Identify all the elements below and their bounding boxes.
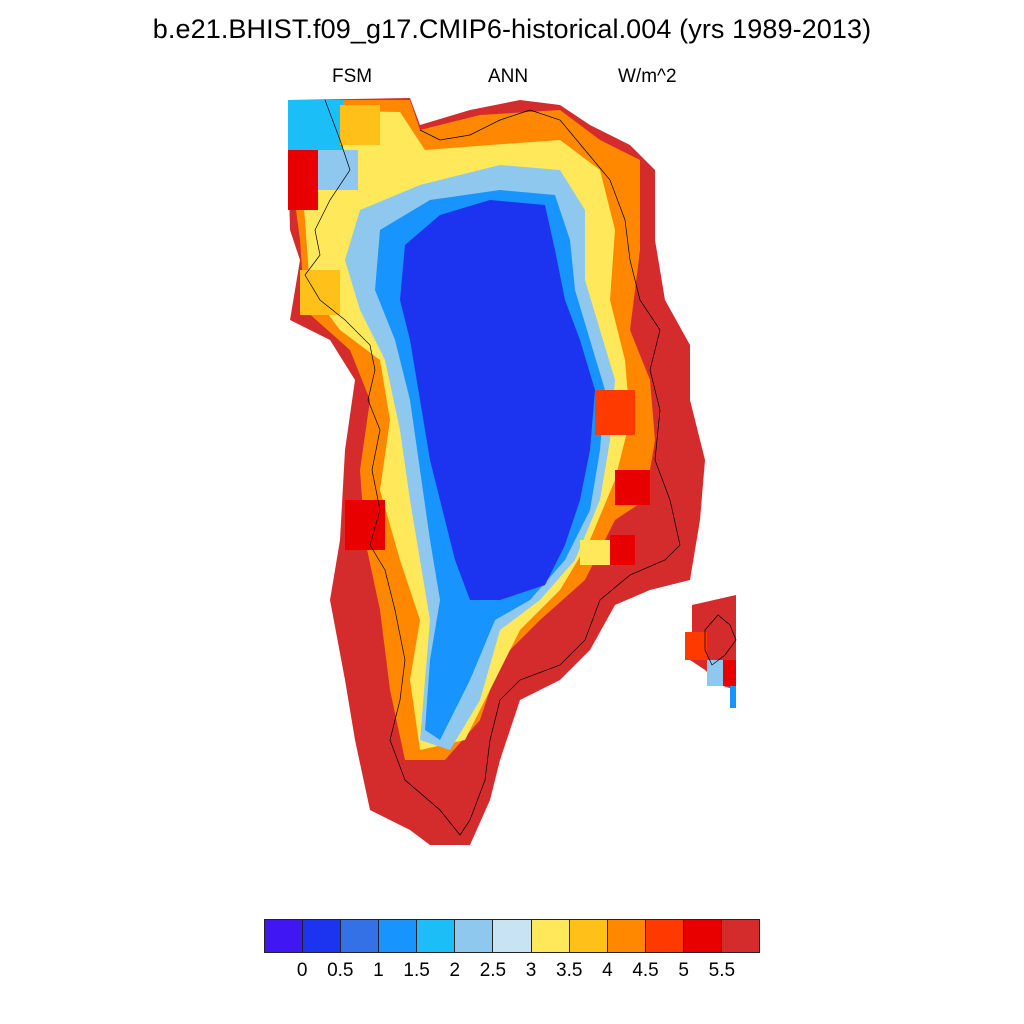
colorbar-tick-label: 2: [449, 960, 461, 981]
iceland-fragment: [685, 595, 736, 708]
colorbar-tick-label: 1.5: [403, 960, 430, 981]
colorbar-tick-label: 0: [296, 960, 308, 981]
season-label: ANN: [488, 66, 529, 87]
colorbar-tick-label: 0.5: [327, 960, 354, 981]
interior-low-flux: [400, 200, 595, 600]
colorbar-swatch-11: [683, 920, 722, 952]
units-label: W/m^2: [618, 66, 677, 87]
colorbar-tick-label: 3.5: [556, 960, 583, 981]
colorbar-swatch-10: [645, 920, 684, 952]
colorbar-swatch-6: [493, 920, 532, 952]
orange-patch-east: [595, 390, 635, 435]
colorbar-tick-label: 4.5: [632, 960, 659, 981]
colorbar-swatch-9: [607, 920, 646, 952]
iceland-coastline: [704, 614, 737, 666]
colorbar-labels: 0 0.5 1 1.5 2 2.5 3 3.5 4 4.5 5 5.5: [0, 960, 1024, 990]
colorbar-swatch-2: [341, 920, 380, 952]
colorbar-swatch-4: [417, 920, 456, 952]
colorbar-tick-label: 5: [678, 960, 689, 981]
variable-name: FSM: [332, 66, 373, 87]
colorbar-swatch-0: [265, 920, 304, 952]
red-patch-west: [345, 500, 385, 550]
red-patch-east-2: [615, 470, 650, 505]
colorbar-swatch-8: [569, 920, 608, 952]
colorbar-tick-label: 4: [602, 960, 613, 981]
colorbar-swatch-5: [455, 920, 494, 952]
colorbar-swatch-1: [303, 920, 342, 952]
colorbar-tick-label: 5.5: [708, 960, 736, 981]
colorbar: [264, 919, 760, 953]
colorbar-tick-label: 3: [525, 960, 537, 981]
red-patch-east: [610, 535, 635, 565]
colorbar-tick-label: 2.5: [479, 960, 507, 981]
colorbar-swatch-12: [721, 920, 760, 952]
northwest-fragments: [288, 100, 380, 210]
colorbar-tick-label: 1: [373, 960, 384, 981]
yellow-patch-east: [580, 540, 610, 565]
colorbar-swatch-7: [531, 920, 570, 952]
plot-title: b.e21.BHIST.f09_g17.CMIP6-historical.004…: [152, 14, 872, 44]
colorbar-swatch-3: [379, 920, 418, 952]
field-layer: [288, 98, 705, 845]
coastline: [304, 99, 681, 836]
